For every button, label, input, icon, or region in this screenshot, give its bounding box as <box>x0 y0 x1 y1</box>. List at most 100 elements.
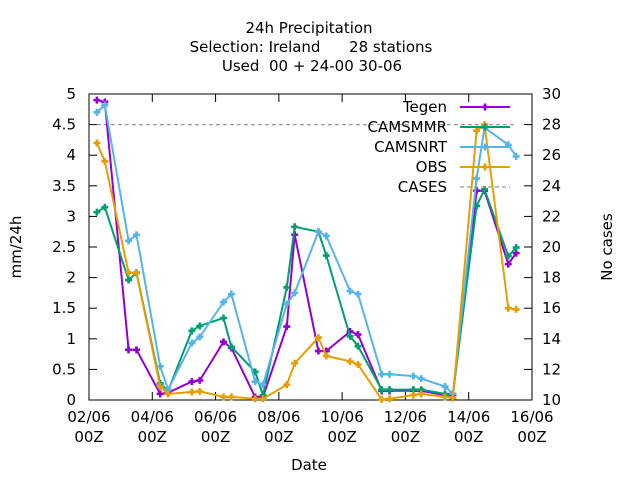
legend-entry-camsmmr: CAMSMMR <box>367 118 510 136</box>
x-tick-label-date: 06/06 <box>194 408 237 426</box>
data-point-camsnrt <box>314 228 322 236</box>
data-point-camsmmr <box>354 342 362 350</box>
data-point-obs <box>441 393 449 401</box>
data-point-obs <box>93 139 101 147</box>
data-point-obs <box>512 305 520 313</box>
data-point-camsnrt <box>227 290 235 298</box>
data-point-tegen <box>354 331 362 339</box>
data-point-tegen <box>283 323 291 331</box>
x-tick-label-date: 10/06 <box>321 408 364 426</box>
series-line-camsmmr <box>96 188 517 397</box>
series-obs <box>93 121 520 403</box>
data-point-obs <box>291 359 299 367</box>
data-point-camsnrt <box>386 370 394 378</box>
data-point-tegen <box>322 347 330 355</box>
data-point-tegen <box>473 187 481 195</box>
data-point-obs <box>409 391 417 399</box>
y2-tick-label: 26 <box>542 146 561 164</box>
legend-marker-obs <box>481 163 489 171</box>
data-point-tegen <box>512 249 520 257</box>
data-point-camsmmr <box>125 276 133 284</box>
data-point-camsnrt <box>93 108 101 116</box>
y-tick-label: 1.5 <box>52 299 76 317</box>
y2-tick-label: 24 <box>542 177 561 195</box>
data-point-obs <box>196 387 204 395</box>
data-point-camsnrt <box>417 375 425 383</box>
x-tick-label-hour: 00Z <box>454 428 483 446</box>
axes: 0 0.5 1 1.5 2 2.5 3 3.5 4 4.5 5 10 12 14 16 18 20 22 24 26 2… <box>52 85 561 446</box>
data-point-camsnrt <box>132 231 140 239</box>
legend-label-camsnrt: CAMSNRT <box>374 138 448 156</box>
data-point-camsmmr <box>504 252 512 260</box>
data-point-camsnrt <box>473 174 481 182</box>
data-point-obs <box>322 352 330 360</box>
data-point-obs <box>101 157 109 165</box>
x-tick-label-date: 16/06 <box>510 408 553 426</box>
series-camsnrt <box>93 101 520 398</box>
series-line-obs <box>95 123 517 401</box>
data-point-camsmmr <box>101 203 109 211</box>
data-point-tegen <box>156 390 164 398</box>
data-point-camsnrt <box>156 362 164 370</box>
x-tick-label-date: 04/06 <box>131 408 174 426</box>
y-axis-label: mm/24h <box>7 216 25 279</box>
data-point-tegen <box>132 346 140 354</box>
data-point-camsmmr <box>219 314 227 322</box>
data-point-obs <box>259 395 267 403</box>
data-point-obs <box>504 304 512 312</box>
legend-label-obs: OBS <box>416 158 447 176</box>
data-point-camsnrt <box>409 372 417 380</box>
data-point-camsmmr <box>417 386 425 394</box>
y-tick-label: 1 <box>66 330 76 348</box>
data-point-obs <box>378 395 386 403</box>
x-tick-label-hour: 00Z <box>74 428 103 446</box>
data-point-camsnrt <box>125 237 133 245</box>
data-point-camsmmr <box>227 343 235 351</box>
data-point-obs <box>449 394 457 402</box>
y-tick-label: 2 <box>66 269 76 287</box>
data-point-obs <box>132 269 140 277</box>
data-point-camsnrt <box>512 152 520 160</box>
data-point-camsnrt <box>259 381 267 389</box>
data-point-obs <box>156 383 164 391</box>
data-point-obs <box>283 381 291 389</box>
data-point-camsnrt <box>164 386 172 394</box>
data-point-obs <box>386 395 394 403</box>
y2-tick-label: 12 <box>542 360 561 378</box>
data-point-camsnrt <box>378 370 386 378</box>
data-point-obs <box>346 357 354 365</box>
data-point-camsnrt <box>291 289 299 297</box>
y2-tick-label: 22 <box>542 207 561 225</box>
data-point-tegen <box>93 96 101 104</box>
data-point-camsnrt <box>101 101 109 109</box>
x-tick-label-hour: 00Z <box>517 428 546 446</box>
data-point-obs <box>188 388 196 396</box>
x-tick-label-hour: 00Z <box>391 428 420 446</box>
title-line-3: Used 00 + 24-00 30-06 <box>222 57 402 75</box>
data-point-camsmmr <box>512 244 520 252</box>
legend-marker-camsmmr <box>481 123 489 131</box>
legend-entry-obs: OBS <box>416 158 510 176</box>
y-tick-label: 3.5 <box>52 177 76 195</box>
data-point-tegen <box>196 376 204 384</box>
data-point-tegen <box>188 378 196 386</box>
title-line-2: Selection: Ireland 28 stations <box>190 38 433 56</box>
data-point-camsnrt <box>283 300 291 308</box>
data-point-camsmmr <box>386 386 394 394</box>
y2-tick-label: 14 <box>542 330 561 348</box>
data-point-camsnrt <box>346 287 354 295</box>
y-tick-label: 0 <box>66 391 76 409</box>
data-point-camsnrt <box>441 383 449 391</box>
data-point-camsmmr <box>259 391 267 399</box>
legend-label-camsmmr: CAMSMMR <box>367 118 447 136</box>
x-tick-label-hour: 00Z <box>264 428 293 446</box>
data-point-camsmmr <box>291 223 299 231</box>
data-point-camsmmr <box>196 322 204 330</box>
series-line-tegen <box>96 99 518 398</box>
x-tick-label-date: 08/06 <box>257 408 300 426</box>
data-point-camsmmr <box>473 202 481 210</box>
data-point-camsnrt <box>251 378 259 386</box>
y2-tick-label: 18 <box>542 269 561 287</box>
legend-label-tegen: Tegen <box>402 98 447 116</box>
